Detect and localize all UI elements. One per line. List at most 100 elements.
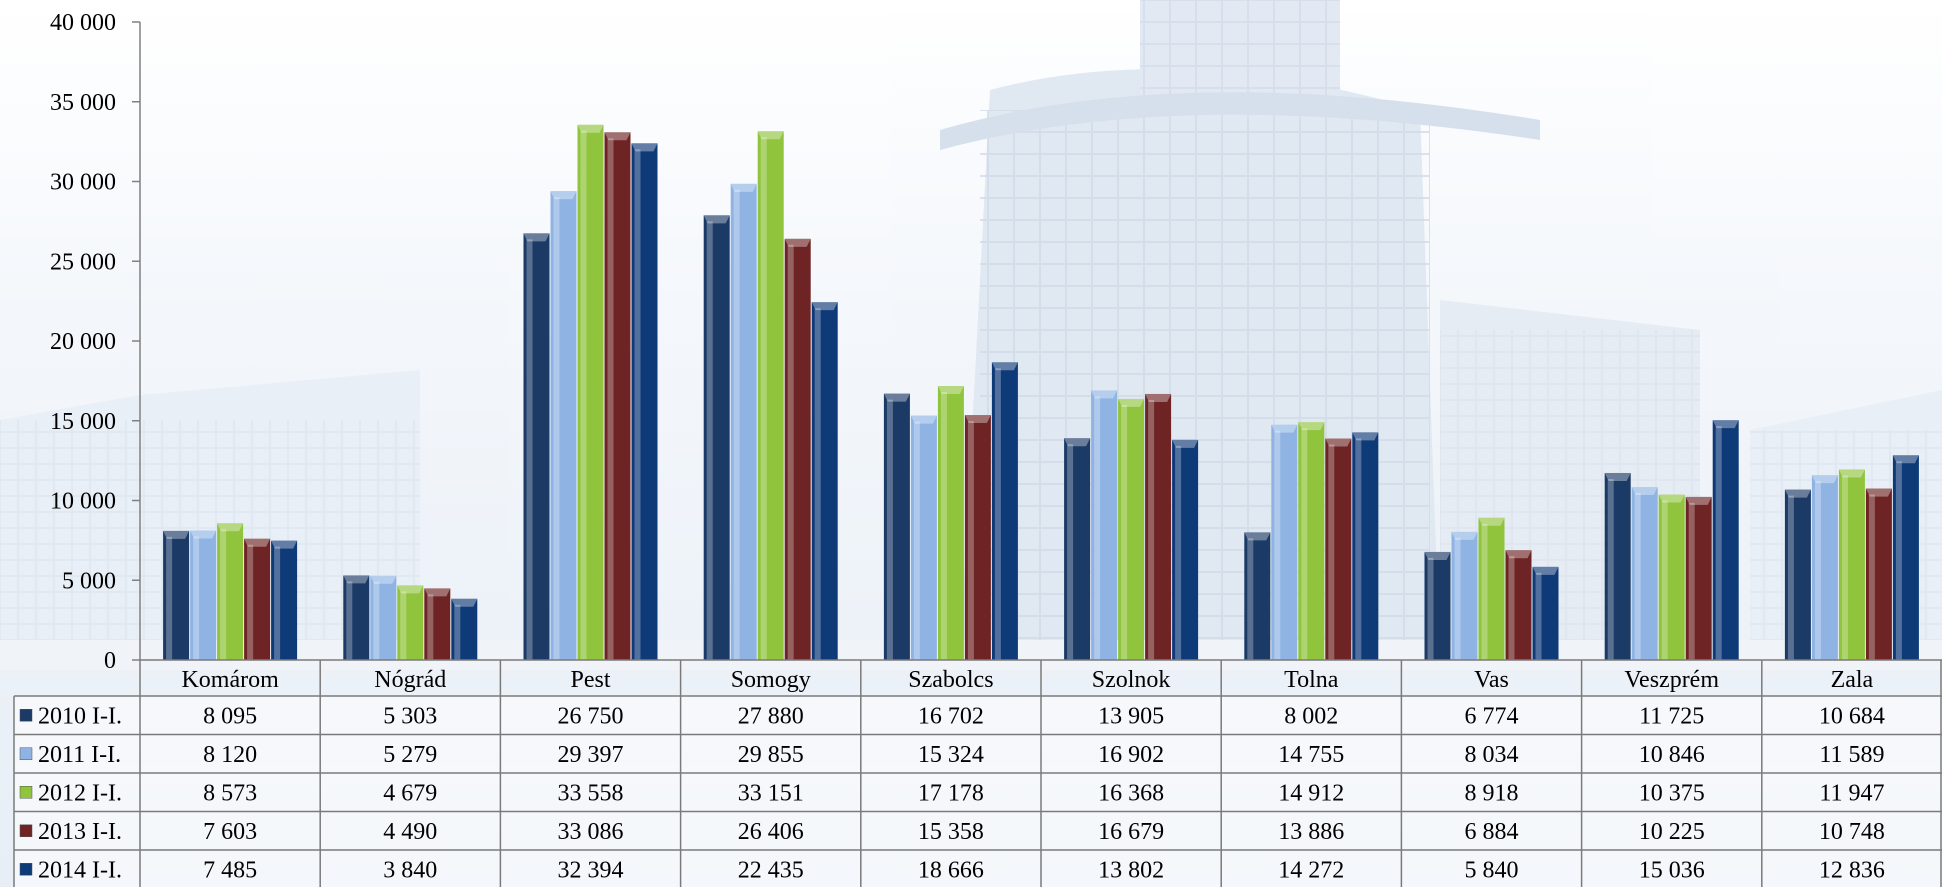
bar-bevel (937, 386, 964, 395)
bar-highlight (553, 197, 560, 660)
bar-bevel (991, 362, 1018, 371)
bar-bevel (1091, 390, 1118, 399)
category-label: Veszprém (1624, 667, 1719, 693)
bar-bevel (757, 131, 784, 140)
table-cell-value: 26 406 (738, 819, 804, 845)
legend-label: 2012 I-I. (38, 780, 122, 806)
bar-bevel (1892, 455, 1919, 464)
legend-swatch (19, 786, 33, 799)
legend-swatch (19, 747, 33, 760)
bar (1145, 393, 1172, 660)
bar-2010 I-I.-Pest (523, 233, 550, 660)
bar-highlight (526, 239, 533, 660)
bar-bevel (451, 598, 478, 607)
table-cell-value: 15 324 (918, 742, 984, 768)
bar-bevel (1298, 422, 1325, 431)
table-cell-value: 29 855 (738, 742, 804, 768)
table-cell-value: 18 666 (918, 857, 984, 883)
bar-2014 I-I.-Vas (1532, 566, 1559, 660)
bar-2014 I-I.-Somogy (811, 302, 838, 660)
bar-bevel (730, 183, 757, 192)
table-cell-value: 13 886 (1278, 819, 1344, 845)
table-cell-value: 4 679 (383, 780, 437, 806)
bar-highlight (1454, 537, 1461, 660)
bar-2012 I-I.-Somogy (757, 131, 784, 660)
category-label: Vas (1474, 667, 1509, 693)
bar (784, 238, 811, 661)
category-label: Somogy (731, 667, 811, 693)
y-tick-label: 0 (104, 648, 116, 674)
bar-2014 I-I.-Szabolcs (991, 362, 1018, 660)
bar-bevel (190, 530, 217, 539)
bar-2010 I-I.-Komárom (163, 530, 190, 660)
bar (343, 575, 370, 660)
bar-bevel (910, 415, 937, 424)
bar-2011 I-I.-Somogy (730, 183, 757, 660)
bar-bevel (1685, 496, 1712, 505)
bar (1712, 420, 1739, 660)
bar-highlight (1841, 475, 1848, 660)
bar-2011 I-I.-Nógrád (370, 575, 397, 660)
bar-highlight (1895, 461, 1902, 660)
bar (163, 530, 190, 660)
bar (604, 132, 631, 660)
y-tick-label: 10 000 (50, 489, 116, 515)
bar-bevel (703, 215, 730, 224)
bar-bevel (1604, 472, 1631, 481)
table-cell-value: 17 178 (918, 780, 984, 806)
bar-highlight (1661, 500, 1668, 660)
bar-highlight (634, 149, 641, 660)
category-label: Szolnok (1092, 667, 1171, 693)
bar-2014 I-I.-Zala (1892, 455, 1919, 660)
bar-2011 I-I.-Komárom (190, 530, 217, 660)
category-label: Tolna (1284, 667, 1339, 693)
table-body-bg (14, 696, 1942, 889)
bar-highlight (994, 368, 1001, 660)
bar (1064, 438, 1091, 660)
bar-2013 I-I.-Komárom (244, 538, 271, 660)
table-cell-value: 16 368 (1098, 780, 1164, 806)
bar (370, 575, 397, 660)
bar-bevel (271, 540, 298, 549)
bar-2010 I-I.-Nógrád (343, 575, 370, 660)
bar-bevel (577, 124, 604, 133)
table-cell-value: 6 774 (1465, 703, 1519, 729)
table-cell-value: 10 684 (1819, 703, 1885, 729)
bar-bevel (1451, 531, 1478, 540)
table-cell-value: 16 679 (1098, 819, 1164, 845)
bar (1451, 531, 1478, 660)
bar-bevel (1712, 420, 1739, 429)
y-tick-label: 25 000 (50, 249, 116, 275)
bar (937, 386, 964, 660)
bar-highlight (1121, 404, 1128, 660)
table-cell-value: 32 394 (558, 857, 624, 883)
legend-swatch (19, 863, 33, 876)
y-tick-label: 15 000 (50, 409, 116, 435)
bar-highlight (247, 544, 254, 660)
bar-highlight (913, 421, 920, 660)
bar-bevel (964, 415, 991, 424)
bar-highlight (1508, 556, 1515, 660)
bar-highlight (760, 137, 767, 660)
bar-highlight (967, 421, 974, 660)
bar-2014 I-I.-Nógrád (451, 598, 478, 660)
category-label: Zala (1831, 667, 1874, 693)
bar (1118, 398, 1145, 660)
bar-highlight (1355, 438, 1362, 660)
legend-swatch (19, 824, 33, 837)
bar (1865, 488, 1892, 660)
bar (1478, 517, 1505, 660)
bar (811, 302, 838, 660)
bar (1091, 390, 1118, 660)
bar-bevel (550, 191, 577, 200)
table-cell-value: 7 603 (203, 819, 257, 845)
bar-highlight (1481, 523, 1488, 660)
bar (1424, 551, 1451, 660)
bar (1892, 455, 1919, 660)
bar (1685, 496, 1712, 660)
table-cell-value: 5 840 (1465, 857, 1519, 883)
table-cell-value: 5 279 (383, 742, 437, 768)
bar-highlight (454, 604, 461, 660)
bar-2012 I-I.-Szolnok (1118, 398, 1145, 660)
